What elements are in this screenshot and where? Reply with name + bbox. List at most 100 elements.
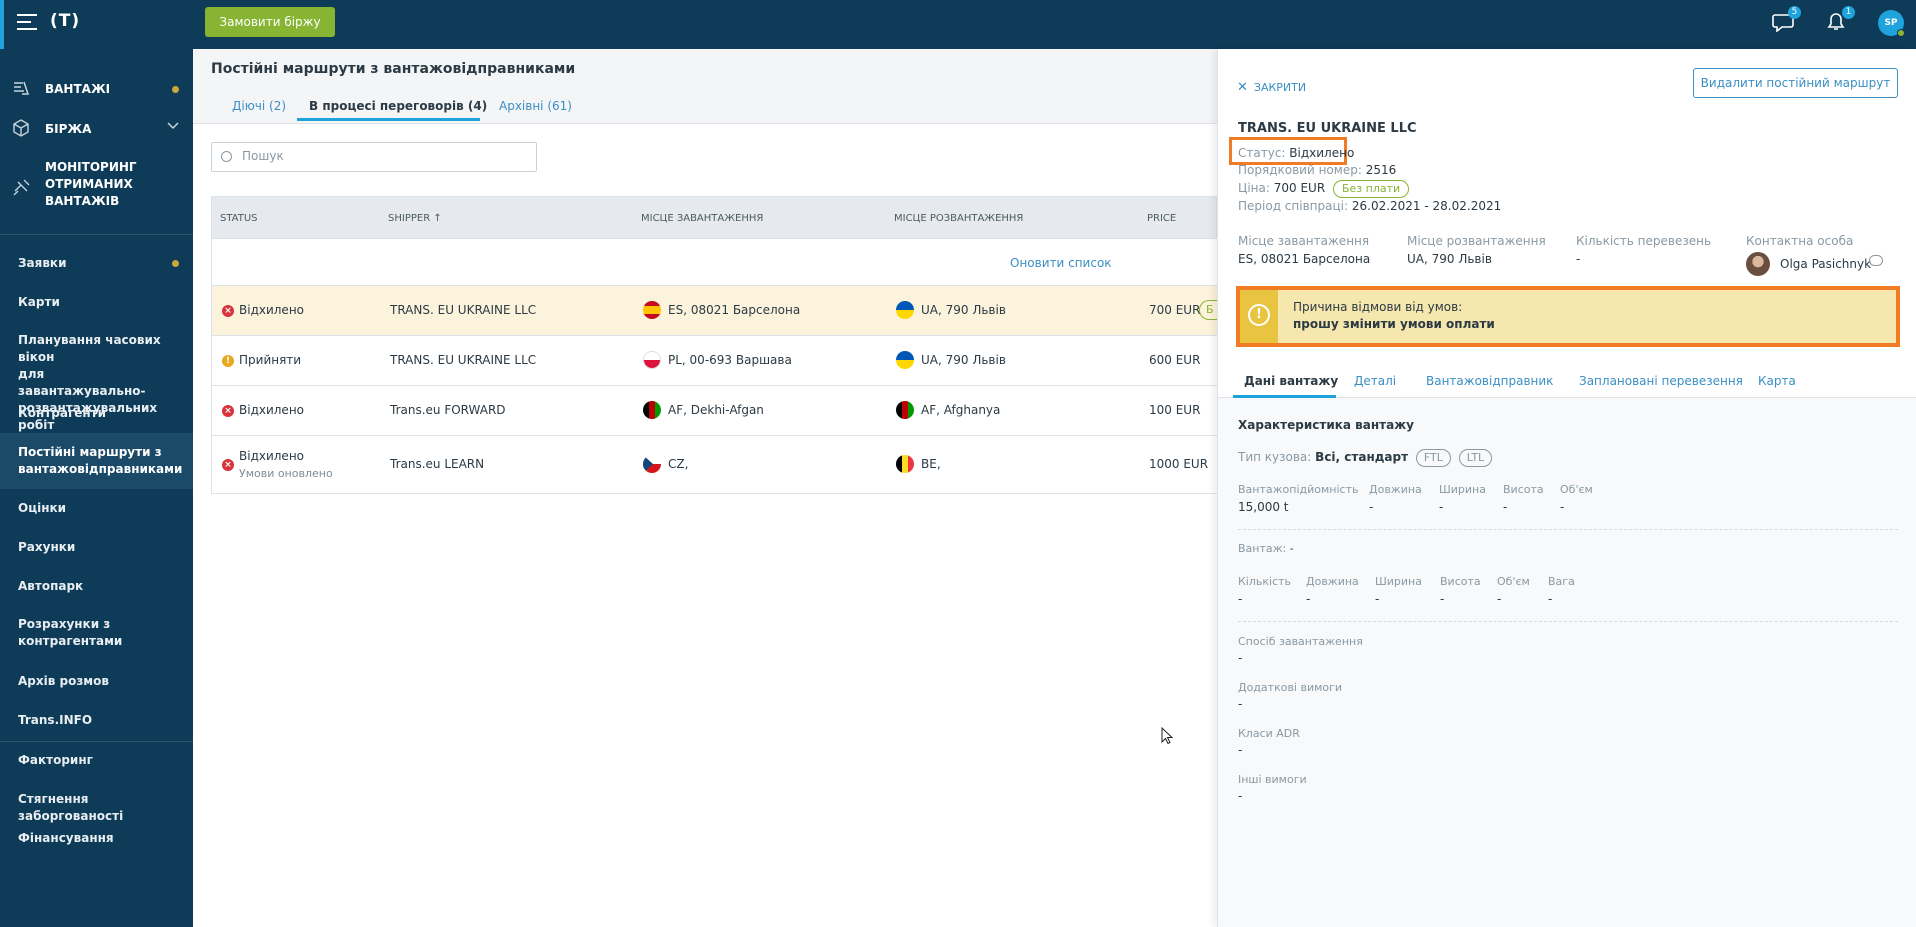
- sidebar-item-monitoring[interactable]: МОНІТОРИНГ ОТРИМАНИХ ВАНТАЖІВ: [0, 159, 193, 225]
- sidebar-item-exchange[interactable]: БІРЖА: [0, 109, 193, 149]
- search-input[interactable]: [242, 149, 522, 163]
- flag-ua-icon: [896, 351, 914, 369]
- goods-width-value: -: [1375, 592, 1380, 606]
- active-tab-indicator: [1233, 395, 1336, 398]
- goods-volume-label: Об'єм: [1497, 575, 1530, 588]
- cargo-data-section: Характеристика вантажу Тип кузова: Всі, …: [1218, 398, 1916, 927]
- sidebar-item-contractors[interactable]: Контрагенти: [18, 406, 107, 420]
- row-price: 100 EUR: [1149, 403, 1201, 417]
- menu-icon[interactable]: [17, 14, 37, 30]
- close-icon: ✕: [1237, 80, 1248, 95]
- table-row[interactable]: × Відхилено Trans.eu FORWARD AF, Dekhi-A…: [211, 386, 1217, 436]
- notifications-icon[interactable]: 1: [1826, 6, 1855, 32]
- tab-map[interactable]: Карта: [1758, 374, 1796, 388]
- sidebar-item-cargo[interactable]: ВАНТАЖІ: [0, 69, 193, 109]
- column-status[interactable]: STATUS: [220, 213, 258, 224]
- load-place-label: Місце завантаження: [1238, 234, 1370, 248]
- sidebar-item-trans-info[interactable]: Trans.INFO: [18, 713, 93, 727]
- tab-archived[interactable]: Архівні (61): [499, 99, 572, 113]
- sidebar-item-chat-archive[interactable]: Архів розмов: [18, 674, 109, 688]
- adr-classes-label: Класи ADR: [1238, 727, 1300, 740]
- messages-icon[interactable]: 5: [1772, 6, 1801, 33]
- status-highlight-box: [1229, 137, 1347, 165]
- user-avatar[interactable]: SP: [1878, 10, 1905, 37]
- tab-shipper[interactable]: Вантажовідправник: [1426, 374, 1554, 388]
- contact-name[interactable]: Olga Pasichnyk: [1780, 257, 1872, 271]
- quantity-label: Кількість: [1238, 575, 1292, 588]
- price-pill: Без плати: [1332, 180, 1410, 198]
- divider: [0, 741, 193, 742]
- goods-width-label: Ширина: [1375, 575, 1422, 588]
- tab-cargo-data[interactable]: Дані вантажу: [1244, 374, 1339, 388]
- length-label: Довжина: [1369, 483, 1422, 496]
- row-load-place: CZ,: [668, 457, 689, 471]
- capacity-value: 15,000 t: [1238, 500, 1289, 514]
- panel-tabs: Дані вантажу Деталі Вантажовідправник За…: [1218, 374, 1916, 398]
- goods-volume-value: -: [1497, 592, 1502, 606]
- sidebar-item-financing[interactable]: Фінансування: [18, 831, 114, 845]
- column-price[interactable]: PRICE: [1147, 213, 1177, 224]
- column-unload-place[interactable]: МІСЦЕ РОЗВАНТАЖЕННЯ: [894, 213, 1024, 224]
- tab-planned-trips[interactable]: Заплановані перевезення: [1579, 374, 1743, 388]
- table-row[interactable]: ! Прийняти TRANS. EU UKRAINE LLC PL, 00-…: [211, 336, 1217, 386]
- goods-height-value: -: [1440, 592, 1445, 606]
- volume-label: Об'єм: [1560, 483, 1593, 496]
- rejected-icon: ×: [222, 305, 234, 317]
- table-row[interactable]: × Відхилено Умови оновлено Trans.eu LEAR…: [211, 436, 1217, 494]
- search-field[interactable]: [211, 142, 537, 172]
- table-row[interactable]: × Відхилено TRANS. EU UKRAINE LLC ES, 08…: [211, 286, 1219, 336]
- route-details-panel: ✕ ЗАКРИТИ Видалити постійний маршрут TRAN…: [1217, 49, 1916, 927]
- goods-length-value: -: [1306, 592, 1311, 606]
- sidebar-item-time-windows[interactable]: Планування часових вікон для завантажувал…: [18, 333, 161, 432]
- number-line: Порядковий номер: 2516: [1238, 163, 1397, 177]
- tab-active[interactable]: Діючі (2): [232, 99, 287, 113]
- row-status: Прийняти: [239, 353, 302, 367]
- flag-cz-icon: [643, 455, 661, 473]
- row-shipper: TRANS. EU UKRAINE LLC: [390, 353, 537, 367]
- order-exchange-button[interactable]: Замовити біржу: [205, 7, 335, 37]
- sidebar-item-ratings[interactable]: Оцінки: [18, 501, 67, 515]
- notification-dot: [172, 86, 179, 93]
- sidebar-item-permanent-routes[interactable]: Постійні маршрути з вантажовідправниками: [0, 433, 193, 489]
- rejected-icon: ×: [222, 405, 234, 417]
- flag-af-icon: [896, 401, 914, 419]
- logo[interactable]: (T): [50, 11, 81, 31]
- tab-negotiation[interactable]: В процесі переговорів (4): [309, 99, 488, 113]
- adr-classes-value: -: [1238, 743, 1243, 757]
- sidebar-item-settlements[interactable]: Розрахунки з контрагентами: [18, 617, 123, 648]
- table-header: STATUS SHIPPER ↑ МІСЦЕ ЗАВАНТАЖЕННЯ МІСЦ…: [211, 196, 1217, 239]
- chat-icon[interactable]: [1869, 255, 1883, 266]
- reason-text: прошу змінити умови оплати: [1293, 317, 1495, 331]
- sidebar-item-debt-collection[interactable]: Стягнення заборгованості: [18, 792, 124, 823]
- top-bar: (T) Замовити біржу 5 1 SP: [0, 0, 1916, 49]
- delete-route-button[interactable]: Видалити постійний маршрут: [1693, 68, 1898, 98]
- load-place-value: ES, 08021 Барселона: [1238, 252, 1371, 266]
- goods-height-label: Висота: [1440, 575, 1481, 588]
- row-price: 1000 EUR: [1149, 457, 1209, 471]
- volume-value: -: [1560, 500, 1565, 514]
- close-panel-button[interactable]: ✕ ЗАКРИТИ: [1237, 80, 1307, 95]
- unload-place-value: UA, 790 Львів: [1407, 252, 1492, 266]
- sidebar-item-invoices[interactable]: Рахунки: [18, 540, 76, 554]
- sidebar-item-label: ВАНТАЖІ: [45, 82, 111, 96]
- ftl-chip: FTL: [1415, 449, 1451, 467]
- sidebar-item-maps[interactable]: Карти: [18, 295, 60, 309]
- online-indicator: [1897, 29, 1905, 37]
- refresh-list-link[interactable]: Оновити список: [1010, 256, 1112, 270]
- status-line: Статус: Відхилено: [1238, 146, 1355, 160]
- sidebar-item-factoring[interactable]: Факторинг: [18, 753, 93, 767]
- sidebar-item-fleet[interactable]: Автопарк: [18, 579, 84, 593]
- reason-title: Причина відмови від умов:: [1293, 300, 1463, 314]
- sidebar-item-orders[interactable]: Заявки: [0, 255, 193, 272]
- flag-pl-icon: [643, 351, 661, 369]
- row-load-place: PL, 00-693 Варшава: [668, 353, 792, 367]
- tab-details[interactable]: Деталі: [1354, 374, 1397, 388]
- column-load-place[interactable]: МІСЦЕ ЗАВАНТАЖЕННЯ: [641, 213, 764, 224]
- weight-value: -: [1548, 592, 1553, 606]
- extra-requirements-value: -: [1238, 697, 1243, 711]
- ltl-chip: LTL: [1458, 449, 1493, 467]
- company-name[interactable]: TRANS. EU UKRAINE LLC: [1238, 121, 1417, 136]
- column-shipper[interactable]: SHIPPER ↑: [388, 213, 442, 224]
- contact-label: Контактна особа: [1746, 234, 1854, 248]
- height-label: Висота: [1503, 483, 1544, 496]
